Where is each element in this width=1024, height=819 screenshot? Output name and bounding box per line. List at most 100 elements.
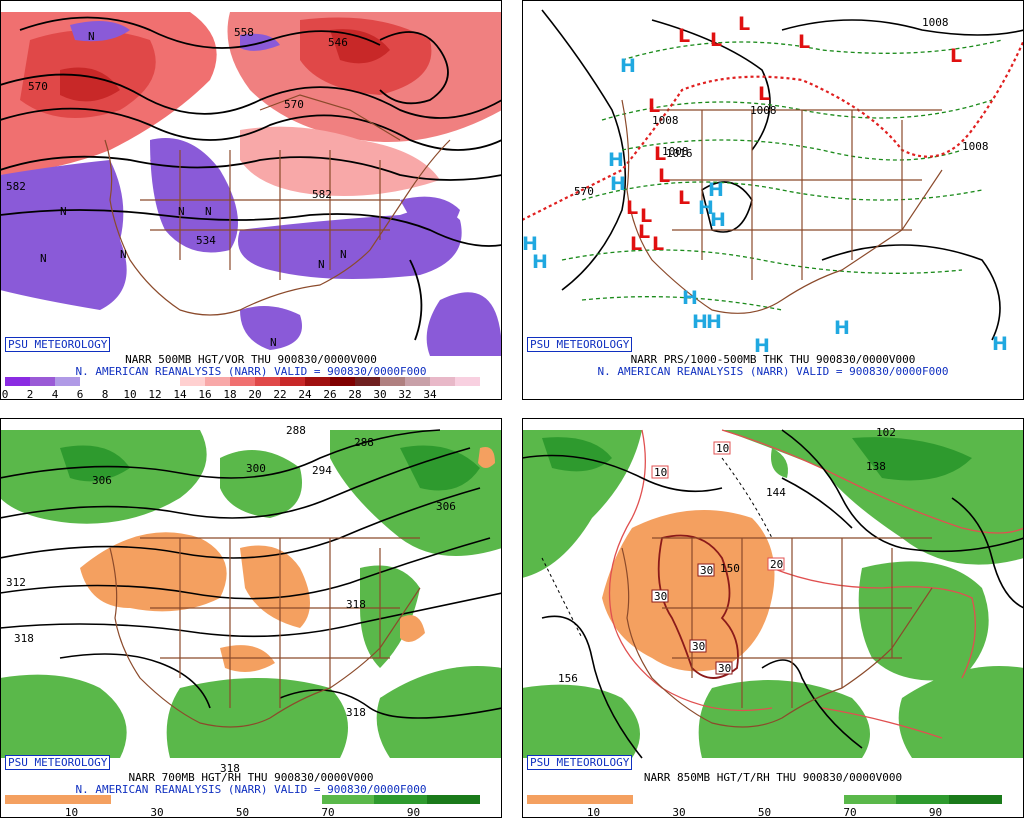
contour-labels: 570 582 546 582 534 570 558 bbox=[6, 26, 348, 247]
map-700mb: 288 300 294 306 306 288 312 318 318 318 … bbox=[0, 418, 502, 774]
colorbar-tick-label: 20 bbox=[248, 388, 262, 401]
svg-text:L: L bbox=[798, 31, 810, 53]
colorbar-swatch bbox=[163, 795, 217, 804]
svg-text:H: H bbox=[522, 233, 538, 255]
svg-text:N: N bbox=[88, 30, 95, 43]
colorbar-tick-label: 16 bbox=[198, 388, 212, 401]
svg-text:312: 312 bbox=[6, 576, 26, 589]
panel-subtitle: N. AMERICAN REANALYSIS (NARR) VALID = 90… bbox=[75, 365, 427, 378]
svg-text:L: L bbox=[630, 233, 642, 255]
svg-text:N: N bbox=[318, 258, 325, 271]
colorbar-swatch bbox=[632, 795, 686, 804]
svg-text:H: H bbox=[706, 311, 722, 333]
colorbar-swatch bbox=[685, 795, 739, 804]
svg-text:N: N bbox=[40, 252, 47, 265]
thickness-contours bbox=[561, 39, 1003, 311]
svg-text:1008: 1008 bbox=[922, 16, 949, 29]
isobar-labels: 1008 1008 1008 1008 1016 570 1008 bbox=[574, 16, 989, 198]
colorbar-tick-label: 10 bbox=[64, 806, 79, 819]
contour-labels: 144 150 156 138 102 bbox=[558, 426, 896, 685]
svg-text:306: 306 bbox=[92, 474, 112, 487]
svg-text:L: L bbox=[678, 187, 690, 209]
svg-text:138: 138 bbox=[866, 460, 886, 473]
svg-text:582: 582 bbox=[6, 180, 26, 193]
colorbar-swatch bbox=[355, 377, 380, 386]
colorbar-swatch bbox=[205, 377, 230, 386]
psu-meteorology-badge: PSU METEOROLOGY bbox=[5, 755, 111, 770]
svg-text:546: 546 bbox=[328, 36, 348, 49]
isotherms bbox=[608, 429, 1024, 739]
colorbar-swatch bbox=[405, 377, 430, 386]
svg-text:150: 150 bbox=[720, 562, 740, 575]
colorbar-swatch bbox=[527, 795, 580, 804]
colorbar-tick-label: 10 bbox=[123, 388, 137, 401]
svg-text:306: 306 bbox=[436, 500, 456, 513]
svg-text:L: L bbox=[626, 197, 638, 219]
svg-text:H: H bbox=[834, 317, 850, 339]
colorbar-swatch bbox=[130, 377, 155, 386]
svg-text:L: L bbox=[758, 83, 770, 105]
svg-text:570: 570 bbox=[284, 98, 304, 111]
svg-text:L: L bbox=[654, 143, 666, 165]
svg-text:1008: 1008 bbox=[662, 145, 689, 158]
borders bbox=[621, 99, 943, 314]
colorbar-swatch bbox=[30, 377, 55, 386]
svg-text:30: 30 bbox=[700, 564, 713, 577]
svg-text:534: 534 bbox=[196, 234, 216, 247]
colorbar-swatch bbox=[80, 377, 105, 386]
colorbar-swatch bbox=[55, 377, 80, 386]
colorbar-tick-label: 30 bbox=[672, 806, 686, 819]
colorbar-swatch bbox=[843, 795, 897, 804]
colorbar-tick-label: 50 bbox=[235, 806, 250, 819]
colorbar-tick-label: 14 bbox=[173, 388, 187, 401]
colorbar-tick-label: 30 bbox=[150, 806, 164, 819]
colorbar-swatch bbox=[790, 795, 844, 804]
height-contours bbox=[0, 429, 502, 719]
colorbar-tick-label: 6 bbox=[76, 388, 84, 401]
svg-text:L: L bbox=[738, 13, 750, 35]
colorbar-swatch bbox=[427, 795, 481, 804]
svg-text:318: 318 bbox=[220, 762, 240, 774]
svg-text:582: 582 bbox=[312, 188, 332, 201]
colorbar-swatch bbox=[255, 377, 280, 386]
svg-text:144: 144 bbox=[766, 486, 786, 499]
svg-text:H: H bbox=[708, 179, 724, 201]
colorbar-tick-label: 70 bbox=[321, 806, 335, 819]
svg-text:H: H bbox=[754, 335, 770, 356]
svg-text:L: L bbox=[658, 165, 670, 187]
borders bbox=[109, 537, 421, 728]
colorbar-tick-label: 0 bbox=[1, 388, 9, 401]
svg-text:L: L bbox=[648, 95, 660, 117]
svg-text:318: 318 bbox=[14, 632, 34, 645]
svg-text:1008: 1008 bbox=[652, 114, 679, 127]
svg-text:L: L bbox=[710, 29, 722, 51]
map-850mb: 144 150 156 138 102 10 10 20 30 30 30 30 bbox=[522, 418, 1024, 774]
colorbar-tick-label: 90 bbox=[928, 806, 943, 819]
panel-850mb-temp-rh: 144 150 156 138 102 10 10 20 30 30 30 30… bbox=[522, 418, 1024, 819]
colorbar-swatch bbox=[374, 795, 428, 804]
colorbar-tick-label: 50 bbox=[757, 806, 772, 819]
colorbar-tick-label: 34 bbox=[423, 388, 437, 401]
colorbar-tick-label: 22 bbox=[273, 388, 287, 401]
panel-title: NARR 700MB HGT/RH THU 900830/0000V000 bbox=[128, 771, 374, 784]
svg-text:288: 288 bbox=[354, 436, 374, 449]
colorbar-tick-label: 90 bbox=[406, 806, 421, 819]
svg-text:30: 30 bbox=[718, 662, 731, 675]
svg-text:L: L bbox=[638, 221, 650, 243]
colorbar-tick-label: 8 bbox=[101, 388, 109, 401]
svg-text:L: L bbox=[652, 233, 664, 255]
colorbar-swatch bbox=[105, 377, 130, 386]
colorbar-ticks: 0 2 4 6 8 10 12 14 16 18 20 22 24 26 28 30 32 34 bbox=[1, 388, 480, 401]
panel-subtitle: N. AMERICAN REANALYSIS (NARR) VALID = 90… bbox=[75, 783, 427, 796]
colorbar-swatch bbox=[896, 795, 950, 804]
panel-700mb-rh: 288 300 294 306 306 288 312 318 318 318 … bbox=[0, 418, 502, 819]
colorbar-tick-label: 32 bbox=[398, 388, 412, 401]
svg-text:318: 318 bbox=[346, 706, 366, 719]
colorbar-tick-label: 26 bbox=[323, 388, 337, 401]
svg-text:L: L bbox=[678, 25, 690, 47]
map-500mb: 570 582 546 582 534 570 558 N N N N N N N N N bbox=[0, 0, 502, 356]
svg-text:570: 570 bbox=[574, 185, 594, 198]
svg-text:H: H bbox=[608, 149, 624, 171]
